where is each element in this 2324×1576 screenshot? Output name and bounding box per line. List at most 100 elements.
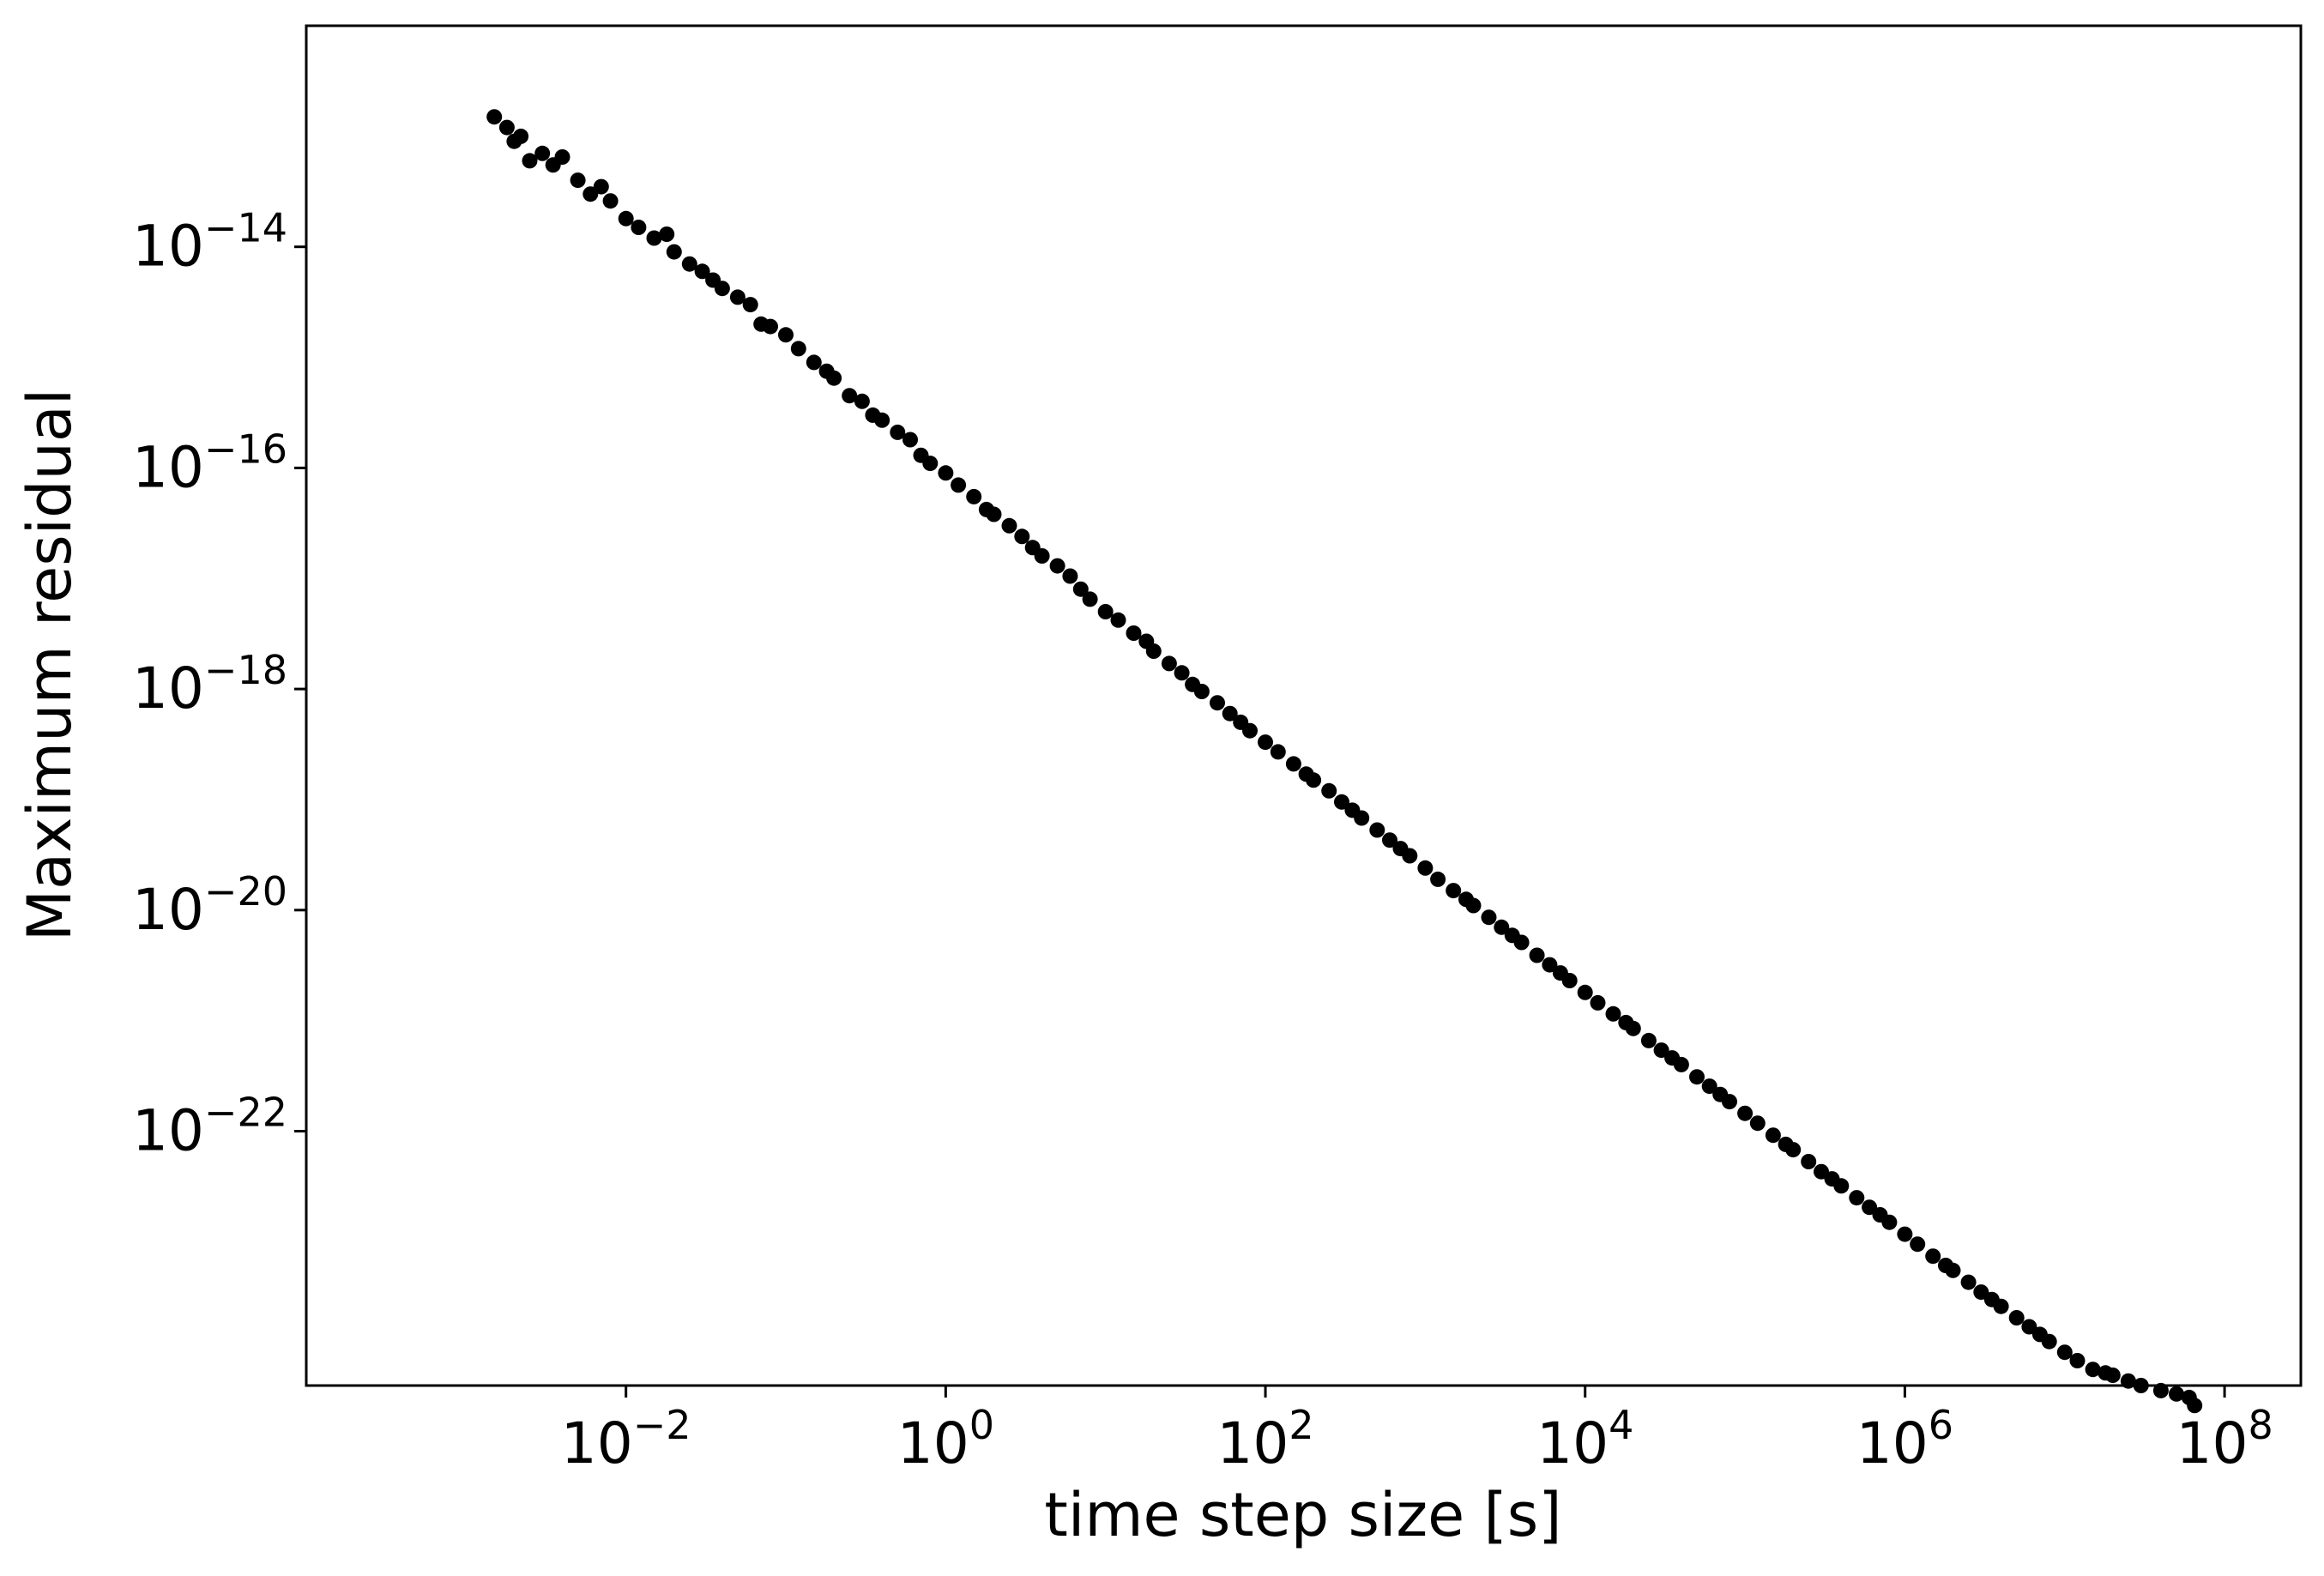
data-point [1382, 832, 1397, 848]
data-point [1673, 1056, 1689, 1072]
data-point [1749, 1115, 1766, 1132]
data-point [2104, 1368, 2121, 1383]
data-point [694, 263, 710, 280]
data-point [1960, 1274, 1977, 1290]
data-point [1801, 1154, 1817, 1169]
x-axis-label: time step size [s] [1044, 1480, 1561, 1550]
data-point [1590, 994, 1606, 1011]
data-point [1222, 705, 1238, 722]
data-point [763, 318, 778, 335]
data-point [1765, 1127, 1781, 1144]
data-point [570, 172, 586, 189]
data-point [1849, 1190, 1865, 1206]
tick-label: 102 [1216, 1402, 1313, 1476]
data-point [1529, 947, 1545, 963]
data-point [2041, 1333, 2057, 1350]
data-point [2021, 1319, 2037, 1335]
data-point [842, 388, 858, 404]
y-axis-label: Maximum residual [15, 389, 85, 942]
data-point [1174, 665, 1190, 681]
data-point [554, 149, 570, 165]
data-point [966, 488, 982, 504]
data-point [1014, 528, 1030, 545]
y-axis-ticks: 10−14 10−16 10−18 10−20 10−22 [132, 205, 306, 1164]
data-point [534, 145, 551, 161]
data-point [1417, 860, 1434, 876]
data-point [714, 281, 730, 297]
data-point [2008, 1310, 2025, 1325]
data-point [1910, 1236, 1926, 1253]
data-point [922, 456, 939, 472]
data-point [1945, 1262, 1961, 1278]
data-point [806, 354, 822, 371]
data-point [2069, 1353, 2086, 1368]
data-point [742, 297, 758, 313]
data-point [986, 506, 1002, 522]
tick-label: 10−20 [132, 868, 287, 943]
tick-label: 108 [2176, 1402, 2273, 1476]
data-point [1110, 612, 1126, 628]
data-point [1334, 794, 1349, 810]
data-point [1881, 1214, 1898, 1230]
data-point [681, 256, 697, 272]
data-point [2085, 1362, 2101, 1378]
tick-label: 106 [1856, 1402, 1953, 1476]
data-point [778, 327, 794, 343]
data-point [1925, 1248, 1941, 1265]
data-point [1577, 984, 1593, 1000]
data-point [1321, 782, 1337, 799]
data-point [1242, 722, 1258, 739]
data-point [618, 210, 634, 226]
data-point [1465, 897, 1482, 914]
data-point [1430, 871, 1446, 887]
data-point [1561, 973, 1578, 988]
data-point [1653, 1042, 1669, 1059]
data-point [1689, 1069, 1705, 1085]
data-point [1354, 810, 1370, 826]
data-point [1722, 1094, 1737, 1110]
data-point [1034, 548, 1050, 564]
data-point [1625, 1020, 1641, 1036]
data-point [1270, 744, 1286, 760]
data-point [522, 153, 538, 169]
data-point [2056, 1344, 2073, 1361]
data-point [1161, 655, 1177, 672]
data-point [1082, 591, 1098, 607]
data-point [1126, 625, 1142, 641]
data-point [890, 424, 906, 440]
data-point [1737, 1105, 1754, 1121]
data-point [854, 393, 870, 409]
data-point [1513, 934, 1530, 951]
data-point [1210, 695, 1225, 711]
data-point [938, 465, 954, 481]
data-point [631, 220, 647, 235]
data-point [1402, 848, 1418, 864]
tick-label: 10−14 [132, 205, 287, 280]
data-point [1049, 558, 1065, 574]
tick-label: 10−22 [132, 1090, 287, 1164]
data-point [593, 178, 609, 195]
x-axis-ticks: 10−2 100 102 104 106 108 [561, 1386, 2273, 1476]
data-point [666, 244, 682, 260]
data-point [513, 128, 529, 144]
data-point [1785, 1142, 1802, 1158]
data-point [602, 193, 619, 209]
data-point [790, 341, 806, 357]
data-point [826, 370, 842, 386]
data-point [1285, 756, 1301, 772]
data-point [646, 230, 662, 246]
data-point [951, 477, 967, 493]
data-point [659, 226, 675, 242]
data-point [1306, 772, 1322, 788]
data-point [1446, 883, 1462, 899]
data-point [1369, 822, 1385, 838]
data-point [874, 412, 890, 428]
data-point [2169, 1386, 2184, 1402]
data-point [1258, 734, 1273, 751]
data-point [1897, 1226, 1913, 1242]
data-point [1833, 1178, 1850, 1194]
plot-frame [305, 24, 2303, 1387]
data-point [729, 289, 745, 305]
data-point [1542, 957, 1558, 973]
